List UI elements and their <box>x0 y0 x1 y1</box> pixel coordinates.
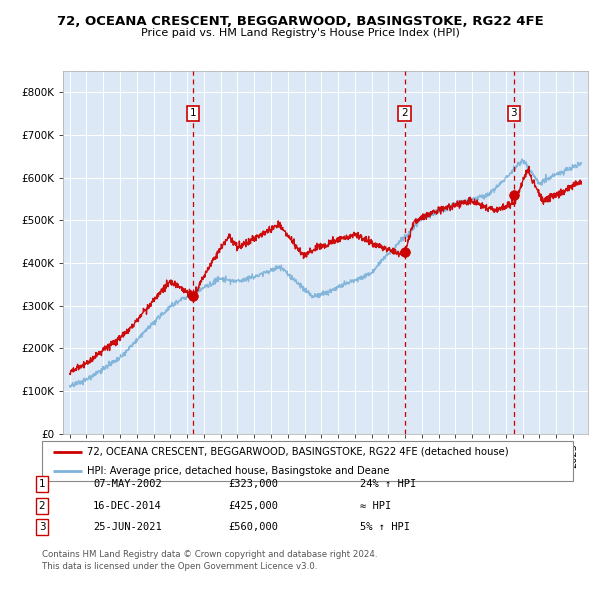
Text: 25-JUN-2021: 25-JUN-2021 <box>93 522 162 532</box>
Text: 3: 3 <box>38 522 46 532</box>
Text: 1: 1 <box>190 109 196 119</box>
Text: 24% ↑ HPI: 24% ↑ HPI <box>360 479 416 489</box>
Text: 5% ↑ HPI: 5% ↑ HPI <box>360 522 410 532</box>
Text: 3: 3 <box>511 109 517 119</box>
Text: £560,000: £560,000 <box>228 522 278 532</box>
Text: Price paid vs. HM Land Registry's House Price Index (HPI): Price paid vs. HM Land Registry's House … <box>140 28 460 38</box>
Text: 72, OCEANA CRESCENT, BEGGARWOOD, BASINGSTOKE, RG22 4FE (detached house): 72, OCEANA CRESCENT, BEGGARWOOD, BASINGS… <box>87 447 509 457</box>
Text: HPI: Average price, detached house, Basingstoke and Deane: HPI: Average price, detached house, Basi… <box>87 466 389 476</box>
Text: £425,000: £425,000 <box>228 501 278 510</box>
Text: 72, OCEANA CRESCENT, BEGGARWOOD, BASINGSTOKE, RG22 4FE: 72, OCEANA CRESCENT, BEGGARWOOD, BASINGS… <box>56 15 544 28</box>
Text: ≈ HPI: ≈ HPI <box>360 501 391 510</box>
Text: This data is licensed under the Open Government Licence v3.0.: This data is licensed under the Open Gov… <box>42 562 317 571</box>
Text: 07-MAY-2002: 07-MAY-2002 <box>93 479 162 489</box>
Text: Contains HM Land Registry data © Crown copyright and database right 2024.: Contains HM Land Registry data © Crown c… <box>42 550 377 559</box>
Text: 2: 2 <box>38 501 46 510</box>
Text: £323,000: £323,000 <box>228 479 278 489</box>
Text: 2: 2 <box>401 109 408 119</box>
Text: 16-DEC-2014: 16-DEC-2014 <box>93 501 162 510</box>
Text: 1: 1 <box>38 479 46 489</box>
